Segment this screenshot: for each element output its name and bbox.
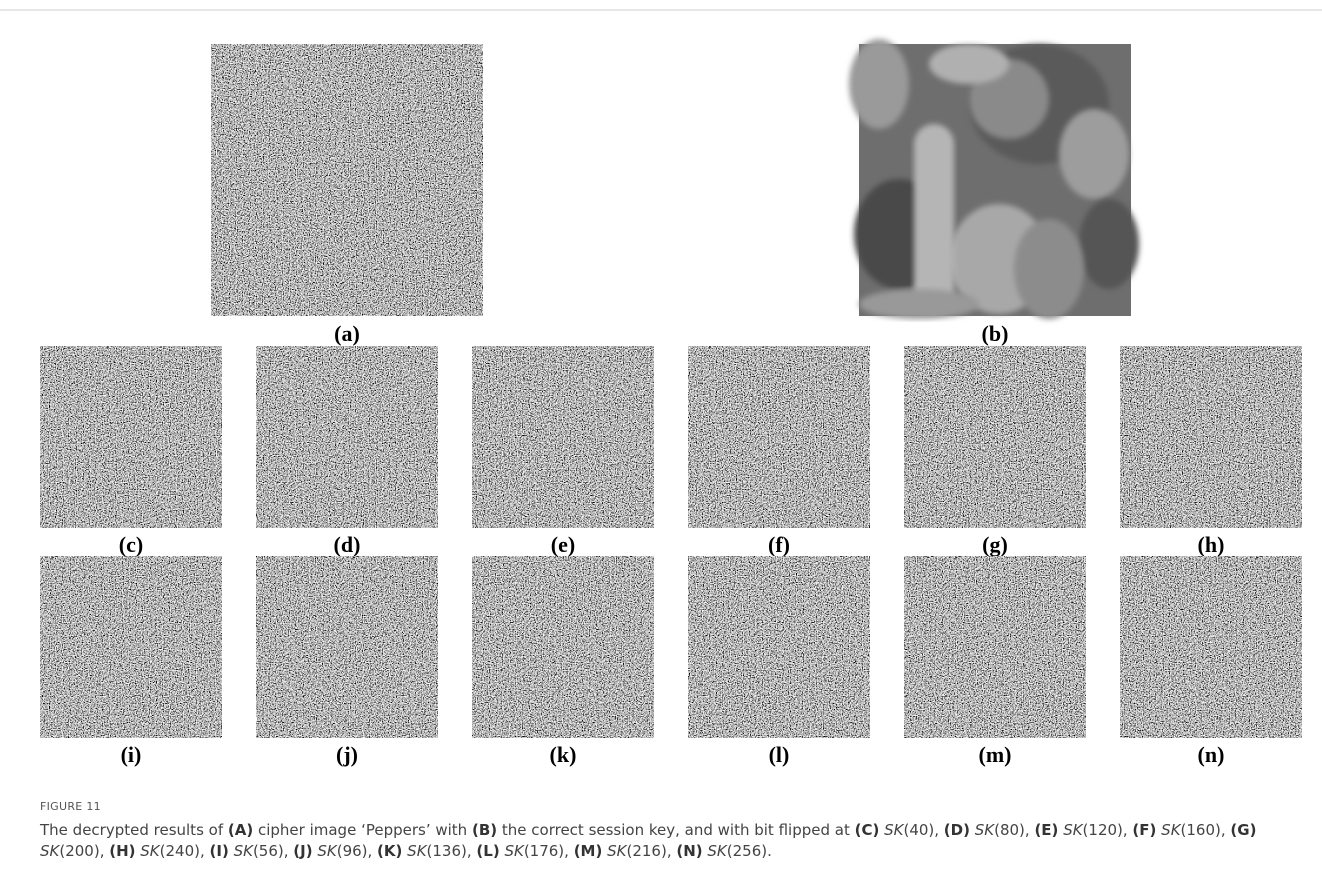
pepper-shape bbox=[1079, 199, 1139, 289]
caption-text: SK bbox=[975, 821, 994, 839]
panel-label: (b) bbox=[982, 321, 1009, 346]
panel-label: (h) bbox=[1198, 532, 1225, 557]
noise-image bbox=[256, 556, 438, 738]
caption-text: SK bbox=[1161, 821, 1180, 839]
pepper-shape bbox=[929, 44, 1009, 84]
noise-image bbox=[904, 346, 1086, 528]
caption-text: (N) bbox=[676, 842, 702, 860]
caption-text: (160), bbox=[1181, 821, 1231, 839]
caption-text: (136), bbox=[427, 842, 477, 860]
pepper-shape bbox=[1014, 219, 1084, 319]
noise-image bbox=[904, 556, 1086, 738]
caption-text: (I) bbox=[210, 842, 229, 860]
caption-text: SK bbox=[707, 842, 726, 860]
caption-text: (216), bbox=[626, 842, 676, 860]
figure: (a) (b) (c) (d) (e) (f) (g) (h) (i) (j) (k) (l) (m) (… bbox=[0, 0, 1322, 790]
caption-text: SK bbox=[607, 842, 626, 860]
panel-label: (m) bbox=[979, 742, 1012, 767]
panel-label: (l) bbox=[769, 742, 790, 767]
noise-image bbox=[688, 556, 870, 738]
figure-label: FIGURE 11 bbox=[40, 800, 101, 813]
caption-text: SK bbox=[884, 821, 903, 839]
caption-text: (256). bbox=[727, 842, 772, 860]
caption-text: (L) bbox=[476, 842, 499, 860]
caption-text: SK bbox=[317, 842, 336, 860]
caption-text: (B) bbox=[472, 821, 497, 839]
panel-label: (i) bbox=[121, 742, 142, 767]
caption-text: SK bbox=[504, 842, 523, 860]
caption-text: (K) bbox=[377, 842, 402, 860]
noise-image bbox=[256, 346, 438, 528]
caption-text: the correct session key, and with bit fl… bbox=[497, 821, 854, 839]
noise-image bbox=[211, 44, 483, 316]
caption-text: The decrypted results of bbox=[40, 821, 228, 839]
panel-label: (n) bbox=[1198, 742, 1225, 767]
caption-text: (80), bbox=[994, 821, 1034, 839]
caption-text: SK bbox=[1063, 821, 1082, 839]
caption-text: (96), bbox=[337, 842, 377, 860]
caption-text: (200), bbox=[59, 842, 109, 860]
panel-label: (c) bbox=[119, 532, 143, 557]
caption-text: (240), bbox=[160, 842, 210, 860]
noise-image bbox=[40, 556, 222, 738]
caption-text: (G) bbox=[1230, 821, 1256, 839]
caption-text: SK bbox=[407, 842, 426, 860]
noise-image bbox=[472, 556, 654, 738]
caption-text: (C) bbox=[855, 821, 880, 839]
noise-image bbox=[1120, 556, 1302, 738]
panel-label: (f) bbox=[768, 532, 790, 557]
noise-image bbox=[40, 346, 222, 528]
caption-text: (M) bbox=[574, 842, 603, 860]
panel-label: (d) bbox=[334, 532, 361, 557]
noise-image bbox=[472, 346, 654, 528]
caption-text: (56), bbox=[253, 842, 293, 860]
panel-label: (g) bbox=[982, 532, 1008, 557]
caption-text: (D) bbox=[944, 821, 970, 839]
caption-text: (F) bbox=[1132, 821, 1156, 839]
caption-text: (A) bbox=[228, 821, 253, 839]
caption-text: SK bbox=[140, 842, 159, 860]
pepper-shape bbox=[914, 124, 954, 314]
caption-text: SK bbox=[234, 842, 253, 860]
caption-text: (40), bbox=[903, 821, 943, 839]
noise-image bbox=[1120, 346, 1302, 528]
caption-text: (E) bbox=[1034, 821, 1058, 839]
page: (a) (b) (c) (d) (e) (f) (g) (h) (i) (j) (k) (l) (m) (… bbox=[0, 0, 1322, 879]
caption-text: (176), bbox=[524, 842, 574, 860]
noise-image bbox=[688, 346, 870, 528]
pepper-shape bbox=[859, 289, 979, 319]
caption-text: SK bbox=[40, 842, 59, 860]
caption-text: (J) bbox=[293, 842, 312, 860]
pepper-shape bbox=[1059, 109, 1129, 199]
caption: The decrypted results of (A) cipher imag… bbox=[40, 820, 1310, 862]
peppers-image bbox=[849, 39, 1139, 319]
caption-text: (120), bbox=[1083, 821, 1133, 839]
panel-label: (k) bbox=[550, 742, 577, 767]
panel-label: (e) bbox=[551, 532, 575, 557]
caption-text: cipher image ‘Peppers’ with bbox=[253, 821, 472, 839]
caption-text: (H) bbox=[109, 842, 135, 860]
pepper-shape bbox=[849, 39, 909, 129]
panel-label: (a) bbox=[334, 321, 360, 346]
panel-label: (j) bbox=[336, 742, 358, 767]
